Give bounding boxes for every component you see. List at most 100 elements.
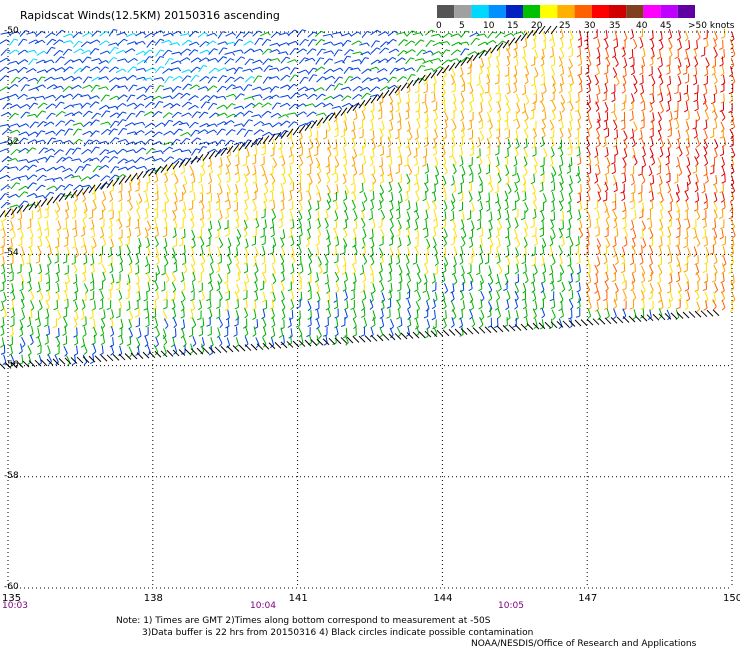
wind-barb bbox=[381, 292, 386, 301]
wind-barb-feather bbox=[476, 83, 481, 87]
wind-barb bbox=[110, 166, 116, 174]
wind-barb-feather bbox=[576, 261, 581, 265]
wind-barb-feather bbox=[233, 41, 237, 46]
wind-barb-feather bbox=[322, 76, 327, 80]
wind-barb-feather bbox=[153, 208, 158, 211]
wind-barb bbox=[74, 166, 80, 174]
wind-barb bbox=[705, 173, 709, 182]
wind-barb-feather bbox=[371, 290, 376, 294]
wind-barb-feather bbox=[261, 173, 266, 177]
wind-barb-feather bbox=[713, 236, 718, 240]
wind-barb-feather bbox=[350, 297, 355, 301]
wind-barb bbox=[82, 237, 86, 246]
wind-barb bbox=[388, 181, 393, 190]
wind-barb bbox=[380, 228, 385, 236]
wind-barb bbox=[83, 271, 87, 280]
wind-barb-feather bbox=[495, 254, 499, 259]
wind-barb bbox=[246, 263, 249, 272]
wind-barb-feather bbox=[155, 262, 160, 266]
wind-barb-feather bbox=[260, 163, 265, 167]
wind-barb bbox=[281, 210, 284, 219]
wind-barb-feather bbox=[713, 182, 718, 186]
wind-barb-feather bbox=[721, 173, 725, 177]
wind-barb bbox=[372, 218, 376, 228]
wind-barb-feather bbox=[577, 179, 581, 184]
wind-barb-feather bbox=[414, 173, 419, 177]
wind-barb bbox=[180, 33, 189, 37]
wind-barb bbox=[137, 264, 140, 273]
wind-barb bbox=[631, 174, 635, 183]
wind-barb bbox=[199, 76, 207, 82]
wind-barb bbox=[380, 262, 383, 271]
wind-barb bbox=[660, 30, 663, 40]
wind-barb-feather bbox=[33, 96, 37, 101]
wind-barb bbox=[207, 57, 216, 62]
wind-barb bbox=[425, 254, 428, 263]
wind-barb bbox=[586, 137, 591, 146]
wind-barb bbox=[152, 131, 160, 138]
wind-barb-feather bbox=[187, 48, 191, 52]
wind-barb bbox=[106, 150, 115, 155]
wind-barb bbox=[188, 49, 195, 56]
wind-barb-feather bbox=[377, 117, 382, 120]
wind-barb-feather bbox=[124, 85, 128, 90]
wind-barb-feather bbox=[249, 40, 254, 44]
wind-barb-feather bbox=[339, 67, 344, 72]
wind-barb-feather bbox=[697, 36, 701, 41]
wind-barb-feather bbox=[560, 199, 564, 203]
wind-barb-feather bbox=[248, 110, 254, 114]
wind-barb-feather bbox=[244, 180, 248, 184]
wind-barb bbox=[558, 200, 564, 209]
wind-barb-feather bbox=[457, 191, 462, 195]
wind-barb bbox=[451, 193, 456, 202]
wind-barb bbox=[498, 280, 502, 289]
wind-barb-feather bbox=[199, 191, 204, 195]
wind-barb bbox=[496, 193, 500, 202]
wind-barb-feather bbox=[134, 226, 139, 229]
wind-barb bbox=[299, 236, 301, 245]
wind-barb bbox=[462, 121, 465, 130]
wind-barb bbox=[713, 148, 718, 156]
wind-barb bbox=[224, 76, 232, 84]
wind-barb bbox=[31, 210, 34, 219]
wind-barb bbox=[73, 238, 77, 247]
wind-barb-feather bbox=[729, 252, 734, 256]
wind-barb-feather bbox=[364, 57, 369, 60]
wind-barb bbox=[12, 300, 14, 309]
wind-barb-feather bbox=[388, 188, 393, 193]
wind-barb-feather bbox=[511, 208, 517, 211]
wind-barb-feather bbox=[195, 41, 200, 46]
wind-barb bbox=[190, 264, 196, 272]
wind-barb-feather bbox=[235, 180, 240, 184]
wind-barb bbox=[18, 147, 26, 153]
wind-barb-feather bbox=[396, 234, 401, 237]
wind-barb-feather bbox=[531, 191, 536, 195]
wind-barb-feather bbox=[275, 94, 280, 98]
wind-barb bbox=[551, 100, 557, 109]
wind-barb bbox=[109, 137, 116, 144]
wind-barb-feather bbox=[560, 271, 565, 276]
wind-barb bbox=[443, 155, 447, 164]
wind-barb bbox=[135, 67, 144, 71]
wind-barb bbox=[190, 66, 197, 73]
wind-barb bbox=[134, 130, 142, 135]
wind-barb bbox=[489, 237, 494, 246]
wind-barb bbox=[192, 173, 196, 182]
wind-barb bbox=[209, 220, 213, 229]
wind-barb bbox=[478, 154, 483, 163]
wind-barb-feather bbox=[441, 279, 446, 284]
wind-barb bbox=[342, 173, 347, 182]
wind-barb-feather bbox=[424, 119, 429, 123]
wind-barb bbox=[460, 289, 464, 298]
wind-barb bbox=[199, 49, 208, 54]
wind-barb bbox=[153, 30, 162, 35]
wind-barb-feather bbox=[6, 201, 11, 205]
wind-barb-feather bbox=[95, 119, 100, 122]
wind-barb-feather bbox=[379, 181, 384, 184]
wind-barb bbox=[659, 39, 664, 48]
wind-barb bbox=[370, 29, 378, 36]
wind-barb-feather bbox=[190, 217, 194, 222]
wind-barb-feather bbox=[433, 207, 437, 212]
wind-barb-feather bbox=[480, 137, 485, 142]
wind-barb-feather bbox=[596, 251, 601, 256]
